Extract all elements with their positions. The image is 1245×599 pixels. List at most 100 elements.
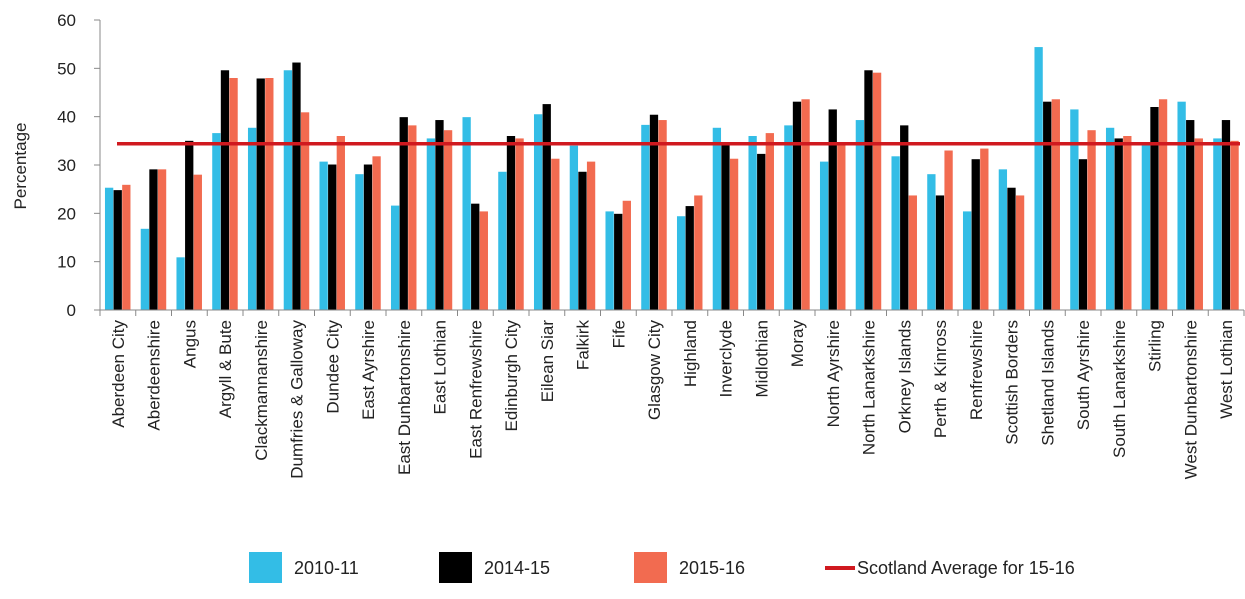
bar-2015-16-clackmannanshire [265,78,274,310]
legend-swatch [249,552,282,583]
x-tick-label: East Ayrshire [359,320,378,420]
bar-2014-15-midlothian [757,153,766,310]
bars [104,47,1239,311]
bar-2014-15-falkirk [578,171,587,310]
bar-2010-11-angus [176,257,185,310]
y-tick-label: 40 [57,108,76,127]
bar-2010-11-dundee-city [319,161,328,310]
x-tick-label: East Dunbartonshire [395,320,414,475]
bar-2010-11-west-dunbartonshire [1177,101,1186,311]
bar-2014-15-moray [792,101,802,311]
bar-2014-15-orkney-islands [900,125,909,311]
legend-label: Scotland Average for 15-16 [857,558,1075,578]
x-tick-label: Midlothian [752,320,771,398]
bar-2015-16-south-ayrshire [1087,130,1096,310]
x-tick-label: Argyll & Bute [216,320,235,418]
x-tick-label: Dundee City [323,320,342,414]
x-tick-label: Perth & Kinross [931,320,950,438]
y-axis-title: Percentage [11,123,30,210]
bar-2015-16-falkirk [586,161,596,310]
bar-2010-11-stirling [1141,143,1151,310]
x-tick-label: Dumfries & Galloway [288,320,307,479]
y-tick-label: 0 [67,301,76,320]
bar-2014-15-dumfries-galloway [292,62,301,310]
bar-2014-15-clackmannanshire [256,78,265,310]
bar-2015-16-shetland-islands [1051,99,1060,311]
legend-label: 2015-16 [679,558,745,578]
x-tick-label: Highland [681,320,700,387]
x-tick-label: Scottish Borders [1003,320,1022,445]
x-tick-label: Inverclyde [717,320,736,397]
bar-2015-16-renfrewshire [980,148,989,310]
x-tick-label: South Ayrshire [1074,320,1093,430]
bar-2015-16-aberdeen-city [122,184,131,310]
x-tick-label: Clackmannanshire [252,320,271,461]
bar-2014-15-east-lothian [435,120,444,310]
bar-2015-16-scottish-borders [1015,195,1025,310]
x-tick-label: West Dunbartonshire [1181,320,1200,479]
bar-2010-11-east-lothian [426,138,436,310]
bar-2010-11-east-dunbartonshire [390,205,400,310]
bar-2015-16-highland [694,195,703,310]
bar-2015-16-aberdeenshire [157,169,167,310]
bar-2014-15-renfrewshire [971,159,980,310]
bar-2015-16-moray [801,99,810,311]
x-tick-label: Shetland Islands [1038,320,1057,446]
bar-2015-16-fife [622,200,631,310]
bar-2010-11-south-ayrshire [1070,109,1079,310]
bar-2014-15-east-renfrewshire [471,203,480,310]
legend-swatch [634,552,667,583]
bar-2010-11-argyll-bute [212,133,221,310]
bar-2015-16-east-ayrshire [372,156,381,310]
bar-2014-15-dundee-city [328,164,337,310]
bar-2010-11-east-ayrshire [355,174,364,310]
x-tick-label: Glasgow City [645,320,664,421]
bar-2014-15-south-ayrshire [1078,159,1088,310]
y-tick-label: 50 [57,59,76,78]
bar-2015-16-dumfries-galloway [300,112,310,310]
bar-2010-11-aberdeen-city [104,187,114,310]
x-tick-label: West Lothian [1217,320,1236,419]
bar-2015-16-east-dunbartonshire [408,125,417,311]
bar-2010-11-eilean-siar [533,114,543,310]
bar-2015-16-dundee-city [336,136,345,310]
bar-2014-15-glasgow-city [649,114,659,310]
bar-2015-16-perth-kinross [944,150,953,310]
legend: 2010-11 2014-15 2015-16 Scotland Average fo… [249,552,1075,583]
bar-2010-11-inverclyde [712,127,722,310]
bar-2015-16-north-lanarkshire [872,72,882,311]
bar-2010-11-orkney-islands [891,156,900,310]
bar-2014-15-east-dunbartonshire [399,117,408,311]
bar-2010-11-north-ayrshire [819,161,829,310]
y-tick-label: 60 [57,11,76,30]
bar-2010-11-edinburgh-city [498,171,507,310]
bar-2014-15-edinburgh-city [506,136,516,310]
x-tick-label: East Renfrewshire [466,320,485,459]
x-tick-label: Orkney Islands [895,320,914,433]
x-tick-label: Falkirk [574,320,593,371]
bar-2014-15-south-lanarkshire [1114,138,1123,310]
bar-2014-15-north-lanarkshire [864,70,873,311]
bar-2014-15-north-ayrshire [828,109,837,310]
bar-2015-16-west-dunbartonshire [1194,138,1203,310]
bar-2010-11-glasgow-city [641,124,650,310]
x-tick-label: North Lanarkshire [860,320,879,455]
x-tick-label: Stirling [1146,320,1165,372]
bar-2010-11-shetland-islands [1034,47,1043,310]
bar-2015-16-stirling [1158,99,1168,311]
bar-2015-16-inverclyde [729,158,739,310]
bar-2010-11-west-lothian [1213,138,1222,310]
bar-2014-15-aberdeenshire [149,169,158,310]
bar-2015-16-west-lothian [1230,140,1239,310]
x-tick-label: Moray [788,320,807,368]
bar-2010-11-fife [605,211,614,310]
x-tick-label: Fife [609,320,628,348]
bar-2014-15-angus [185,140,194,310]
bar-2014-15-fife [614,213,623,310]
bar-2015-16-midlothian [765,133,774,310]
x-tick-label: East Lothian [431,320,450,415]
legend-swatch [439,552,472,583]
bar-2010-11-clackmannanshire [247,127,257,310]
bar-2014-15-eilean-siar [542,104,551,310]
bar-2014-15-inverclyde [721,143,730,310]
